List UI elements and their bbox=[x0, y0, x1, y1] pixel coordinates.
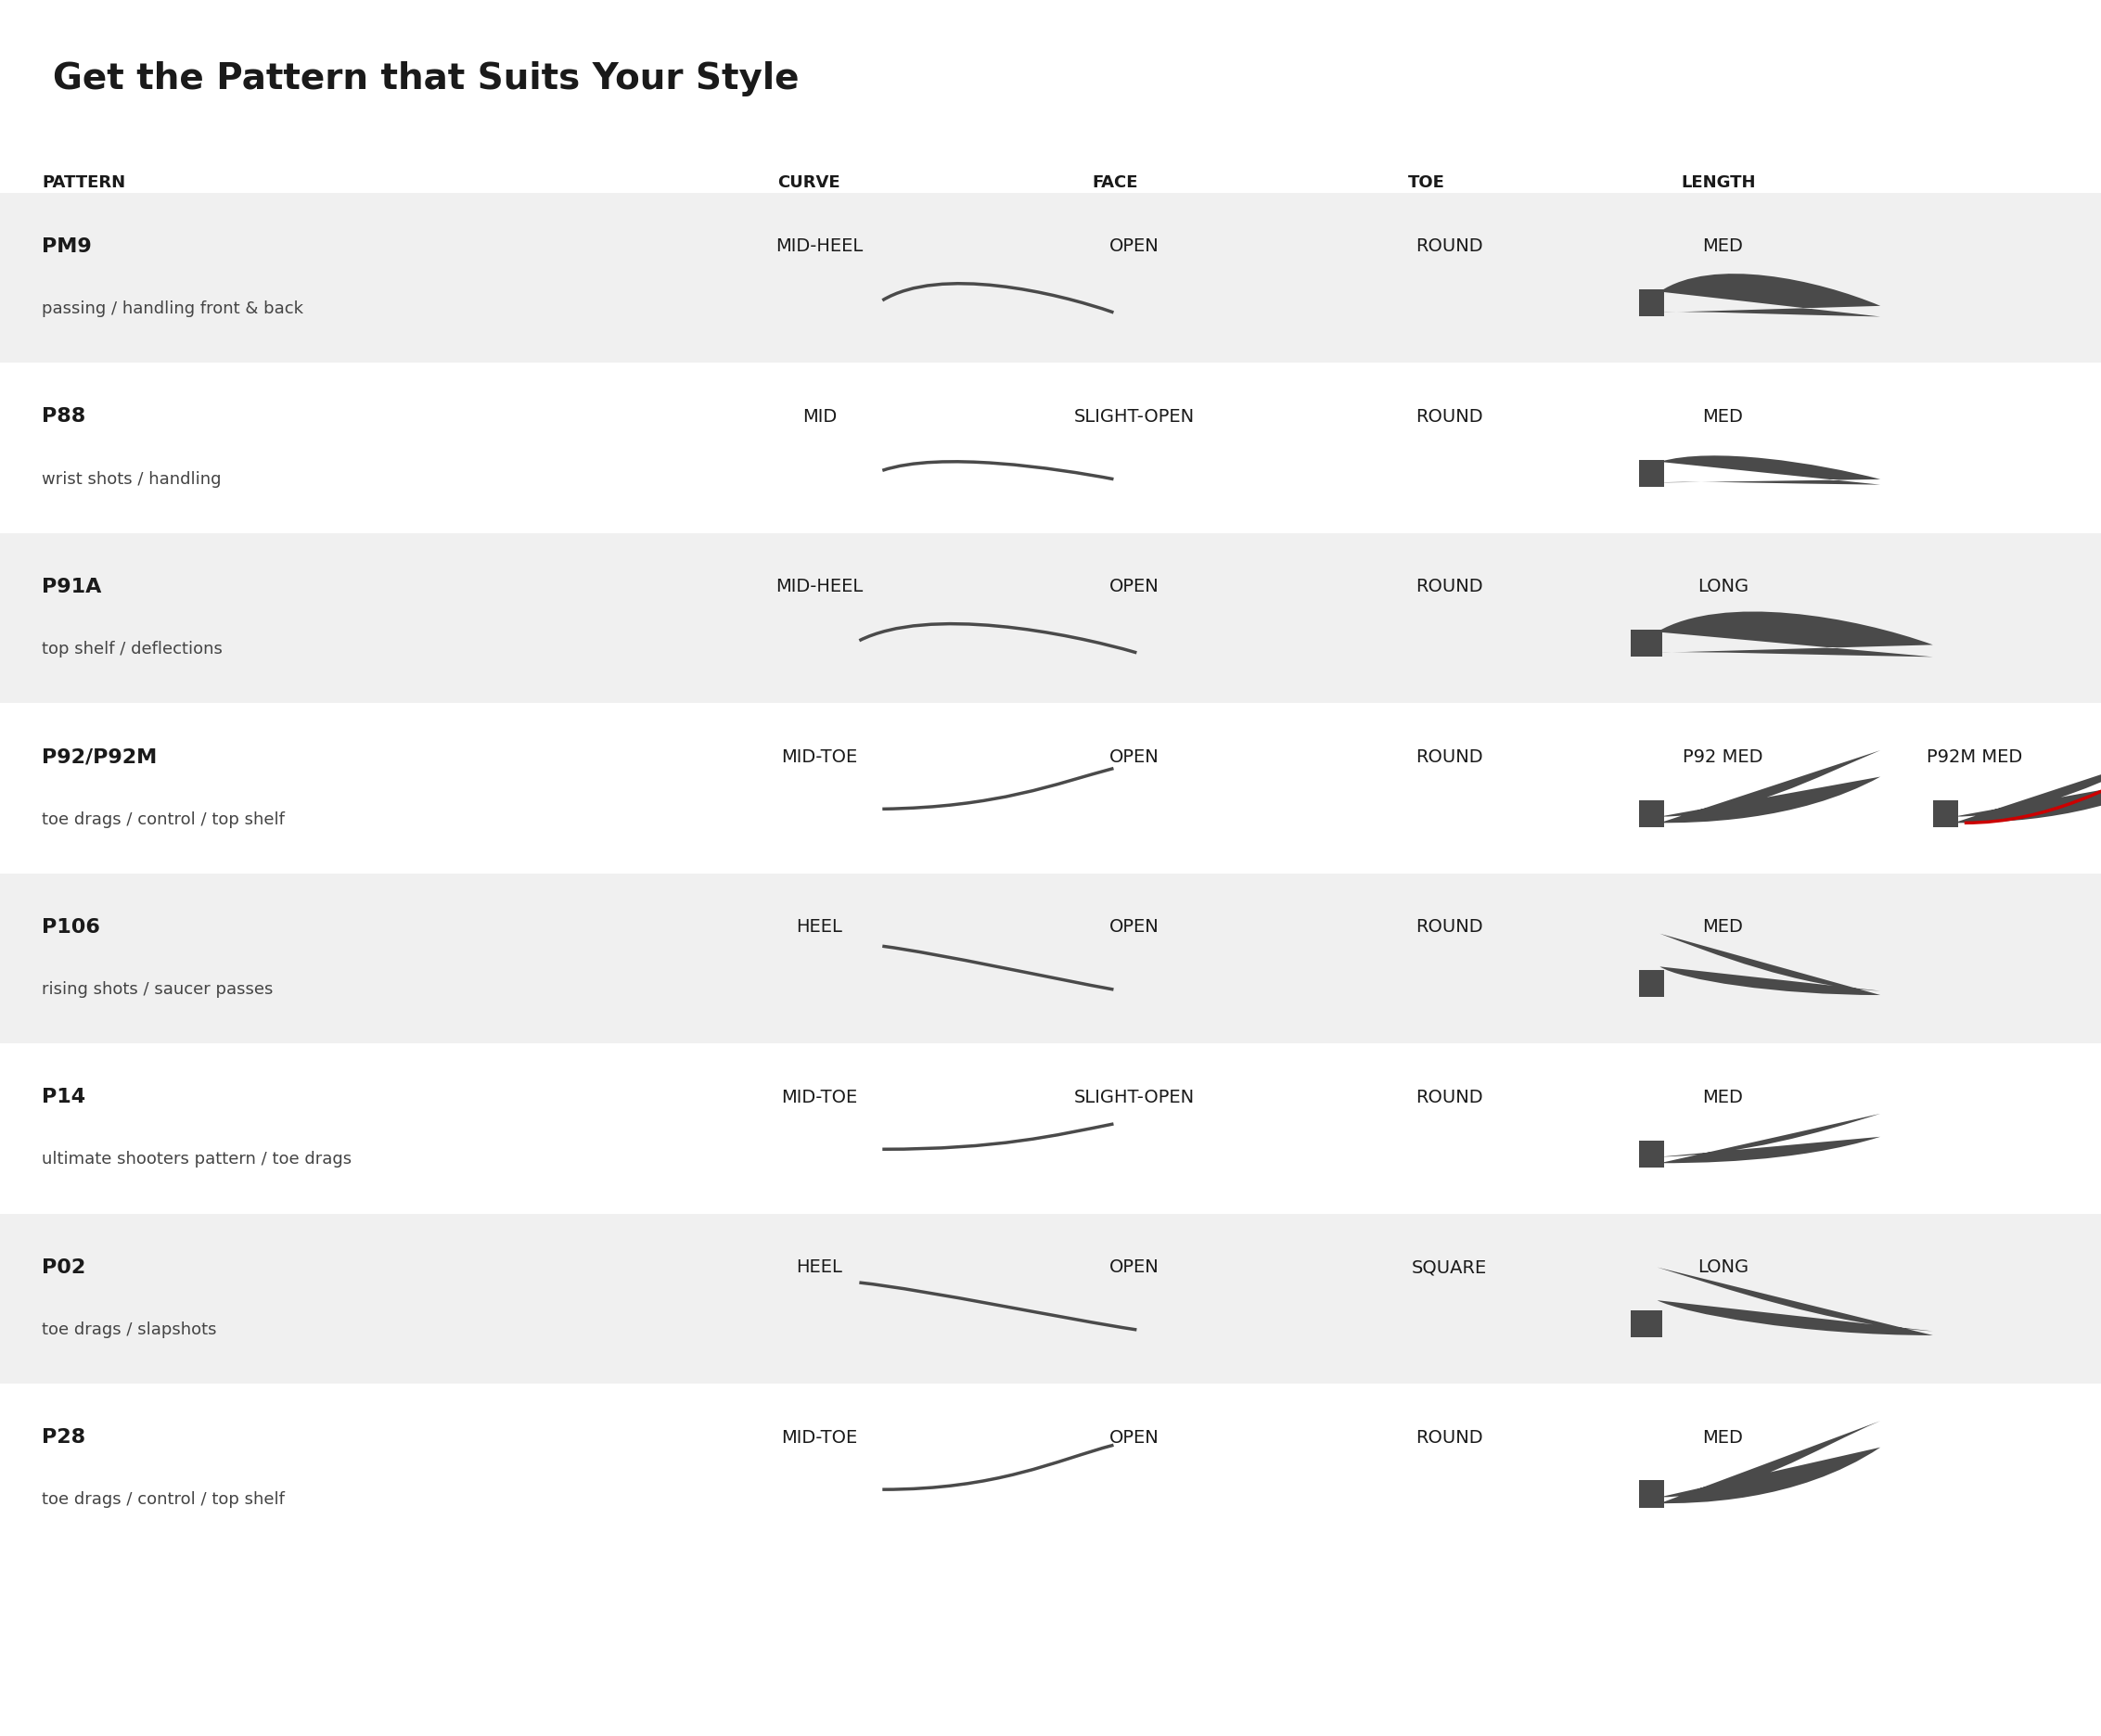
FancyBboxPatch shape bbox=[1639, 460, 1664, 486]
FancyBboxPatch shape bbox=[1630, 630, 1662, 656]
FancyBboxPatch shape bbox=[1639, 1141, 1664, 1167]
Text: MED: MED bbox=[1702, 1088, 1744, 1106]
Text: top shelf / deflections: top shelf / deflections bbox=[42, 641, 223, 658]
PathPatch shape bbox=[1954, 750, 2101, 823]
Text: P106: P106 bbox=[42, 918, 101, 936]
Text: MED: MED bbox=[1702, 918, 1744, 936]
FancyBboxPatch shape bbox=[1639, 290, 1664, 316]
Text: P92 MED: P92 MED bbox=[1683, 748, 1763, 766]
PathPatch shape bbox=[1658, 611, 1933, 656]
Text: PATTERN: PATTERN bbox=[42, 174, 126, 191]
Text: toe drags / slapshots: toe drags / slapshots bbox=[42, 1321, 216, 1338]
FancyBboxPatch shape bbox=[0, 533, 2101, 703]
PathPatch shape bbox=[1660, 274, 1880, 316]
Text: P92/P92M: P92/P92M bbox=[42, 748, 158, 766]
Text: FACE: FACE bbox=[1093, 174, 1139, 191]
Text: P14: P14 bbox=[42, 1088, 86, 1106]
Text: TOE: TOE bbox=[1408, 174, 1445, 191]
Text: OPEN: OPEN bbox=[1109, 578, 1160, 595]
Text: MID-TOE: MID-TOE bbox=[782, 748, 857, 766]
Text: ROUND: ROUND bbox=[1416, 1088, 1483, 1106]
FancyBboxPatch shape bbox=[1639, 1481, 1664, 1507]
PathPatch shape bbox=[1658, 1267, 1933, 1335]
Text: P91A: P91A bbox=[42, 578, 101, 595]
Text: LONG: LONG bbox=[1698, 1259, 1748, 1276]
Text: LONG: LONG bbox=[1698, 578, 1748, 595]
PathPatch shape bbox=[1660, 1115, 1880, 1163]
Text: ROUND: ROUND bbox=[1416, 238, 1483, 255]
Text: P88: P88 bbox=[42, 408, 86, 425]
Text: MED: MED bbox=[1702, 238, 1744, 255]
Text: HEEL: HEEL bbox=[796, 918, 843, 936]
Text: OPEN: OPEN bbox=[1109, 918, 1160, 936]
FancyBboxPatch shape bbox=[1639, 970, 1664, 996]
PathPatch shape bbox=[1660, 1420, 1880, 1503]
Text: ultimate shooters pattern / toe drags: ultimate shooters pattern / toe drags bbox=[42, 1151, 353, 1168]
Text: Get the Pattern that Suits Your Style: Get the Pattern that Suits Your Style bbox=[53, 61, 798, 95]
Text: ROUND: ROUND bbox=[1416, 1429, 1483, 1446]
Text: MID-HEEL: MID-HEEL bbox=[775, 238, 864, 255]
Text: MID-HEEL: MID-HEEL bbox=[775, 578, 864, 595]
FancyBboxPatch shape bbox=[1639, 800, 1664, 826]
Text: LENGTH: LENGTH bbox=[1681, 174, 1756, 191]
Text: ROUND: ROUND bbox=[1416, 918, 1483, 936]
Text: SLIGHT-OPEN: SLIGHT-OPEN bbox=[1074, 1088, 1195, 1106]
Text: OPEN: OPEN bbox=[1109, 1259, 1160, 1276]
Text: OPEN: OPEN bbox=[1109, 238, 1160, 255]
FancyBboxPatch shape bbox=[0, 1213, 2101, 1384]
Text: MID-TOE: MID-TOE bbox=[782, 1429, 857, 1446]
FancyBboxPatch shape bbox=[0, 873, 2101, 1043]
FancyBboxPatch shape bbox=[1933, 800, 1958, 826]
Text: rising shots / saucer passes: rising shots / saucer passes bbox=[42, 981, 273, 998]
Text: toe drags / control / top shelf: toe drags / control / top shelf bbox=[42, 811, 286, 828]
Text: CURVE: CURVE bbox=[777, 174, 840, 191]
Text: MED: MED bbox=[1702, 1429, 1744, 1446]
PathPatch shape bbox=[1660, 934, 1880, 995]
Text: P92M MED: P92M MED bbox=[1927, 748, 2023, 766]
Text: ROUND: ROUND bbox=[1416, 748, 1483, 766]
Text: HEEL: HEEL bbox=[796, 1259, 843, 1276]
Text: ROUND: ROUND bbox=[1416, 578, 1483, 595]
PathPatch shape bbox=[1660, 455, 1880, 484]
Text: OPEN: OPEN bbox=[1109, 1429, 1160, 1446]
Text: MED: MED bbox=[1702, 408, 1744, 425]
Text: SLIGHT-OPEN: SLIGHT-OPEN bbox=[1074, 408, 1195, 425]
Text: P02: P02 bbox=[42, 1259, 86, 1276]
Text: MID: MID bbox=[803, 408, 836, 425]
Text: passing / handling front & back: passing / handling front & back bbox=[42, 300, 305, 318]
Text: MID-TOE: MID-TOE bbox=[782, 1088, 857, 1106]
Text: P28: P28 bbox=[42, 1429, 86, 1446]
Text: SQUARE: SQUARE bbox=[1412, 1259, 1488, 1276]
FancyBboxPatch shape bbox=[1630, 1311, 1662, 1337]
PathPatch shape bbox=[1660, 750, 1880, 823]
Text: ROUND: ROUND bbox=[1416, 408, 1483, 425]
Text: wrist shots / handling: wrist shots / handling bbox=[42, 470, 221, 488]
Text: PM9: PM9 bbox=[42, 238, 92, 255]
Text: OPEN: OPEN bbox=[1109, 748, 1160, 766]
Text: toe drags / control / top shelf: toe drags / control / top shelf bbox=[42, 1491, 286, 1509]
FancyBboxPatch shape bbox=[0, 193, 2101, 363]
